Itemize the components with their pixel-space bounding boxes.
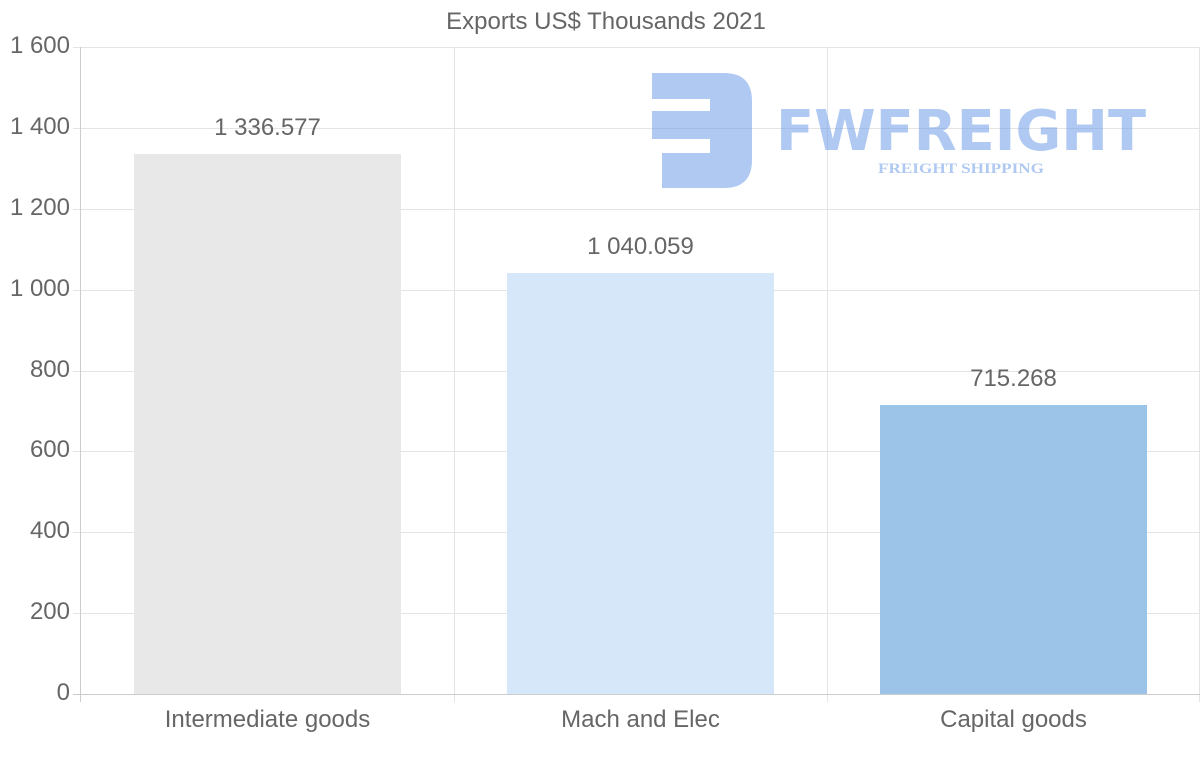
bar-mach-and-elec[interactable]	[507, 273, 774, 694]
svg-text:FREIGHT SHIPPING: FREIGHT SHIPPING	[878, 161, 1044, 177]
y-tick-label: 1 000	[9, 275, 70, 302]
horizontal-gridline	[73, 47, 1200, 48]
bar-intermediate-goods[interactable]	[134, 154, 401, 694]
y-tick-label: 1 200	[9, 194, 70, 221]
vertical-gridline	[827, 47, 828, 702]
y-tick-label: 600	[29, 436, 70, 463]
y-tick-label: 1 400	[9, 113, 70, 140]
bar-value-label: 1 336.577	[214, 114, 321, 141]
y-tick-label: 400	[29, 517, 70, 544]
horizontal-gridline	[73, 209, 1200, 210]
chart-title: Exports US$ Thousands 2021	[446, 8, 766, 35]
y-tick-label: 0	[56, 679, 70, 706]
bar-capital-goods[interactable]	[880, 405, 1147, 694]
vertical-gridline	[454, 47, 455, 702]
x-axis-line	[73, 694, 1200, 695]
bar-value-label: 715.268	[970, 365, 1057, 392]
x-tick-label: Capital goods	[940, 706, 1087, 733]
bar-value-label: 1 040.059	[587, 233, 694, 260]
horizontal-gridline	[73, 128, 1200, 129]
x-tick-label: Intermediate goods	[164, 706, 371, 733]
fwfreight-watermark-logo: FWFREIGHT FREIGHT SHIPPING	[652, 73, 1146, 188]
y-tick-label: 200	[29, 598, 70, 625]
y-axis-line	[80, 47, 81, 702]
y-tick-label: 800	[29, 356, 70, 383]
x-tick-label: Mach and Elec	[561, 706, 720, 733]
svg-text:FWFREIGHT: FWFREIGHT	[776, 99, 1146, 164]
brand-mark-icon	[652, 73, 752, 188]
y-tick-label: 1 600	[9, 32, 70, 59]
